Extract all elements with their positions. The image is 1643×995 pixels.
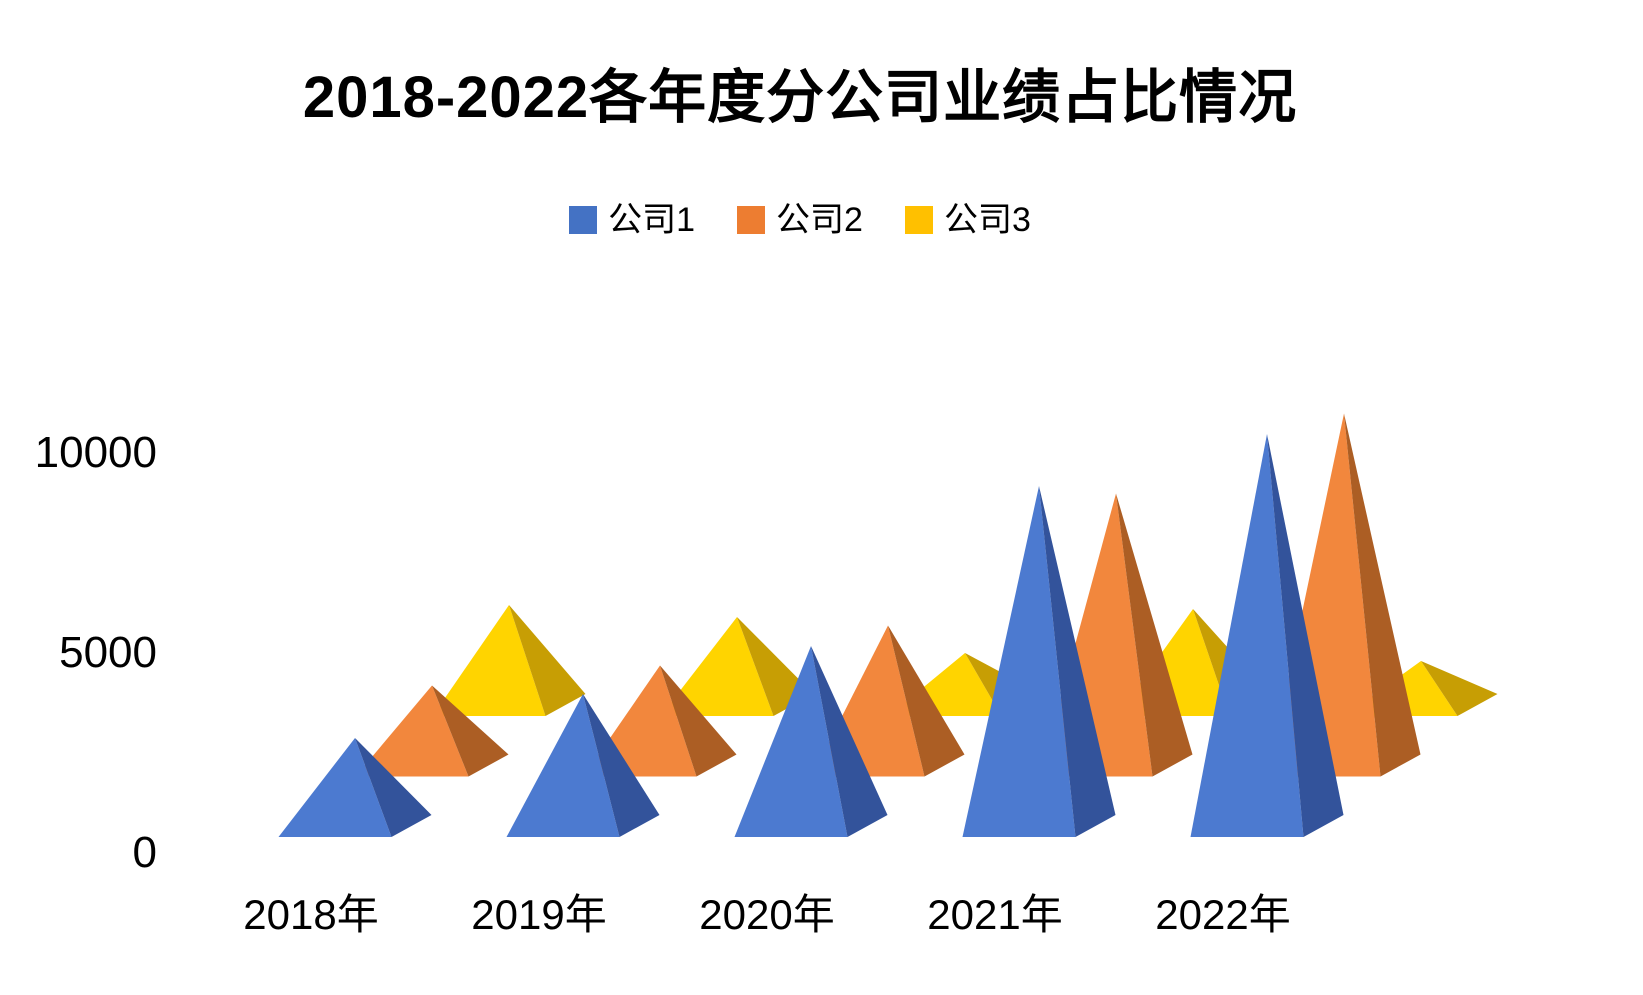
- legend-swatch-2: [737, 206, 766, 234]
- chart-title[interactable]: 2018-2022各年度分公司业绩占比情况: [302, 65, 1298, 130]
- legend-label-3: 公司3: [943, 201, 1031, 239]
- pyramid-side-face: [1039, 486, 1116, 837]
- pyramid-公司3-2018年[interactable]: [432, 605, 586, 716]
- legend-label-2: 公司2: [776, 201, 863, 239]
- y-axis-tick-0: 0: [132, 828, 157, 877]
- x-axis-label-2018年: 2018年: [243, 891, 379, 938]
- x-axis-label-2020年: 2020年: [699, 891, 835, 938]
- y-axis-tick-5000: 5000: [59, 628, 157, 677]
- pyramid-side-face: [355, 738, 432, 837]
- pyramid-公司1-2019年[interactable]: [506, 694, 660, 837]
- legend-item-1[interactable]: 公司1: [569, 203, 695, 237]
- pyramid-side-face: [888, 625, 965, 777]
- pyramid-side-face: [811, 646, 888, 837]
- pyramid-side-face: [1267, 434, 1344, 837]
- legend-item-3[interactable]: 公司3: [904, 201, 1031, 239]
- legend-swatch-1: [569, 206, 598, 234]
- pyramid-公司1-2020年[interactable]: [734, 646, 888, 837]
- pyramid-front-face: [660, 617, 774, 716]
- x-axis-label-2022年: 2022年: [1155, 891, 1291, 938]
- pyramid-side-face: [432, 685, 509, 777]
- pyramid-front-face: [432, 605, 546, 716]
- x-axis-label-2021年: 2021年: [927, 891, 1063, 938]
- pyramid-front-face: [506, 694, 620, 837]
- pyramid-front-face: [355, 685, 469, 777]
- pyramid-front-face: [278, 738, 392, 837]
- pyramid-公司1-2021年[interactable]: [962, 486, 1116, 837]
- pyramid-side-face: [1344, 413, 1421, 777]
- pyramid-front-face: [1190, 434, 1304, 837]
- pyramid-side-face: [583, 694, 660, 837]
- pyramid-公司1-2018年[interactable]: [278, 738, 432, 837]
- pyramid-side-face: [509, 605, 586, 716]
- x-axis-label-2019年: 2019年: [471, 891, 607, 938]
- pyramid-front-face: [962, 486, 1076, 837]
- pyramid-front-face: [734, 646, 848, 837]
- y-axis-tick-10000: 10000: [34, 428, 157, 477]
- pyramid-side-face: [1421, 661, 1498, 716]
- legend-label-1: 公司1: [608, 201, 696, 239]
- pyramid-公司2-2018年[interactable]: [355, 685, 509, 777]
- legend-item-2[interactable]: 公司2: [737, 203, 863, 237]
- pyramid-公司1-2022年[interactable]: [1190, 434, 1344, 837]
- pyramid-side-face: [660, 665, 737, 777]
- pyramid-side-face: [1116, 493, 1193, 777]
- legend-swatch-3: [904, 206, 933, 234]
- chart-legend: 公司1 公司2 公司3: [0, 196, 1600, 244]
